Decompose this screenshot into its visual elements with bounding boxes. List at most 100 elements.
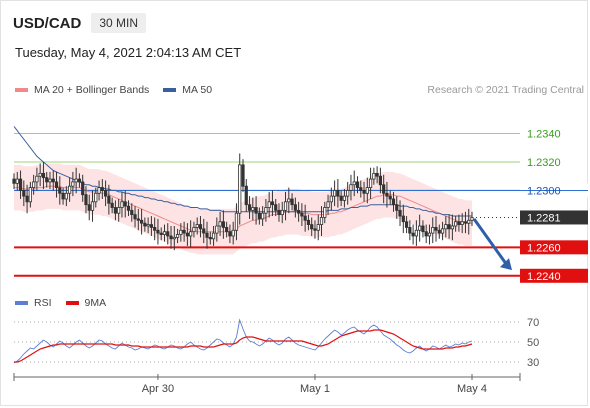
candle xyxy=(355,176,360,194)
candle xyxy=(71,171,75,197)
candle-body xyxy=(457,221,461,225)
candle xyxy=(139,208,144,235)
candle-body xyxy=(241,164,245,187)
candle xyxy=(418,214,422,242)
candle xyxy=(25,184,29,214)
candle-body xyxy=(293,204,297,211)
candle xyxy=(329,187,333,211)
rsi-series-RSI xyxy=(13,318,473,364)
candle-body xyxy=(434,227,438,231)
time-tick-label: May 4 xyxy=(457,383,487,395)
candle xyxy=(290,193,294,211)
candle-body xyxy=(225,227,229,233)
rsi-tick-70: 70 xyxy=(527,317,539,329)
candle xyxy=(444,216,448,238)
candle xyxy=(38,163,42,187)
legend-label-9ma: 9MA xyxy=(84,297,107,309)
candle-body xyxy=(100,187,104,191)
candle xyxy=(368,167,373,199)
candle xyxy=(346,181,350,205)
candle xyxy=(261,206,265,226)
candle-body xyxy=(277,209,281,216)
candle-body xyxy=(454,221,458,227)
candle xyxy=(113,200,118,221)
candle-body xyxy=(120,201,124,208)
legend-item-rsi: RSI xyxy=(15,297,52,309)
candle xyxy=(378,167,383,194)
candle xyxy=(77,173,82,188)
candle xyxy=(58,176,62,205)
candle xyxy=(146,217,150,234)
candle xyxy=(470,211,474,226)
candle-body xyxy=(126,205,131,211)
candle xyxy=(414,220,418,246)
candle xyxy=(15,171,19,191)
candle-body xyxy=(156,229,160,234)
candle-body xyxy=(287,198,291,203)
candle-body xyxy=(162,231,167,235)
candle xyxy=(303,204,307,232)
candle xyxy=(81,174,85,202)
candle xyxy=(123,190,127,218)
candle xyxy=(104,180,108,207)
candle xyxy=(254,196,258,225)
research-credit: Research © 2021 Trading Central xyxy=(427,84,584,96)
candle-body xyxy=(130,209,134,216)
legend-item-ma50: MA 50 xyxy=(163,84,212,96)
candle-body xyxy=(87,204,91,211)
candle xyxy=(349,174,353,201)
candle-body xyxy=(139,219,144,224)
candle xyxy=(64,186,68,207)
candle-body xyxy=(211,232,216,240)
candle xyxy=(18,170,23,199)
candle-body xyxy=(71,181,75,187)
candle-body xyxy=(257,212,261,220)
rsi-panel: 70 50 30 xyxy=(13,317,539,369)
candle-body xyxy=(346,190,350,197)
candle-body xyxy=(319,217,324,225)
candle-body xyxy=(391,198,396,206)
candle-body xyxy=(437,229,441,234)
candle-body xyxy=(113,207,118,214)
candle xyxy=(352,170,356,197)
candle-body xyxy=(378,175,383,186)
candle-body xyxy=(136,218,140,221)
candle-body xyxy=(280,209,284,216)
candle-body xyxy=(365,187,369,194)
candle-body xyxy=(408,227,412,234)
candle-body xyxy=(329,195,333,203)
candle-body xyxy=(418,225,422,231)
candle xyxy=(408,220,412,241)
legend-label-ma50: MA 50 xyxy=(182,84,213,96)
candle xyxy=(310,217,314,236)
candle-body xyxy=(77,178,82,183)
candle xyxy=(274,198,278,217)
candle xyxy=(306,214,311,231)
forecast-arrow-layer xyxy=(472,218,512,271)
candle-body xyxy=(221,221,225,228)
candle xyxy=(48,171,52,190)
candle-body xyxy=(58,187,62,194)
candle xyxy=(359,180,363,198)
candle xyxy=(107,184,111,215)
candle-body xyxy=(110,202,114,208)
candle-body xyxy=(424,231,428,237)
candle xyxy=(339,190,343,207)
candle-body xyxy=(18,178,23,191)
candle xyxy=(133,206,137,228)
candle-body xyxy=(306,219,311,225)
timeframe-badge[interactable]: 30 MIN xyxy=(91,13,147,33)
rsi-tick-30: 30 xyxy=(527,357,539,369)
candle xyxy=(385,181,389,208)
candle xyxy=(35,167,39,191)
candle-body xyxy=(107,195,111,204)
candle-body xyxy=(117,207,121,214)
candle-body xyxy=(25,195,29,203)
candle xyxy=(404,216,409,234)
candle-body xyxy=(310,224,314,230)
candle-body xyxy=(12,178,16,184)
candle xyxy=(97,180,101,201)
candle-body xyxy=(205,232,209,238)
candle xyxy=(421,220,425,238)
